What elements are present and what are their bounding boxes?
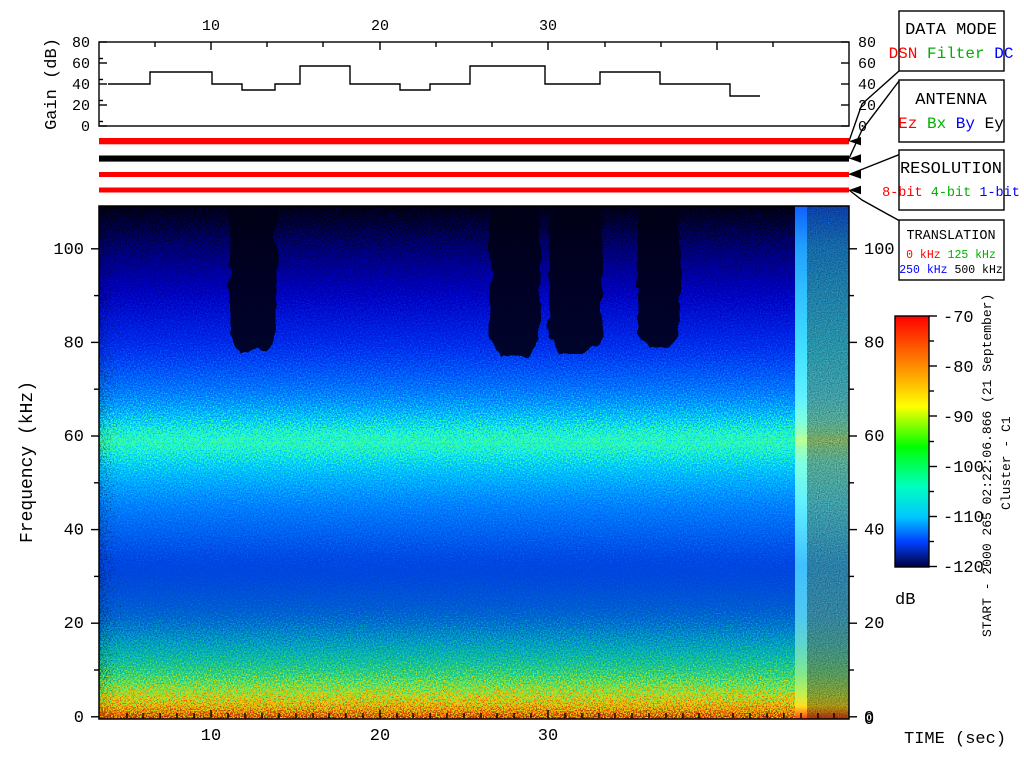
- svg-text:START - 2000 265 02:22:06.866: START - 2000 265 02:22:06.866 (21 Septem…: [980, 294, 995, 637]
- svg-text:Cluster - C1: Cluster - C1: [999, 416, 1014, 510]
- svg-text:-90: -90: [943, 409, 974, 428]
- svg-text:-70: -70: [943, 309, 974, 328]
- svg-text:dB: dB: [895, 591, 915, 610]
- svg-text:-110: -110: [943, 509, 984, 528]
- svg-text:-80: -80: [943, 359, 974, 378]
- svg-text:-120: -120: [943, 559, 984, 578]
- svg-text:-100: -100: [943, 459, 984, 478]
